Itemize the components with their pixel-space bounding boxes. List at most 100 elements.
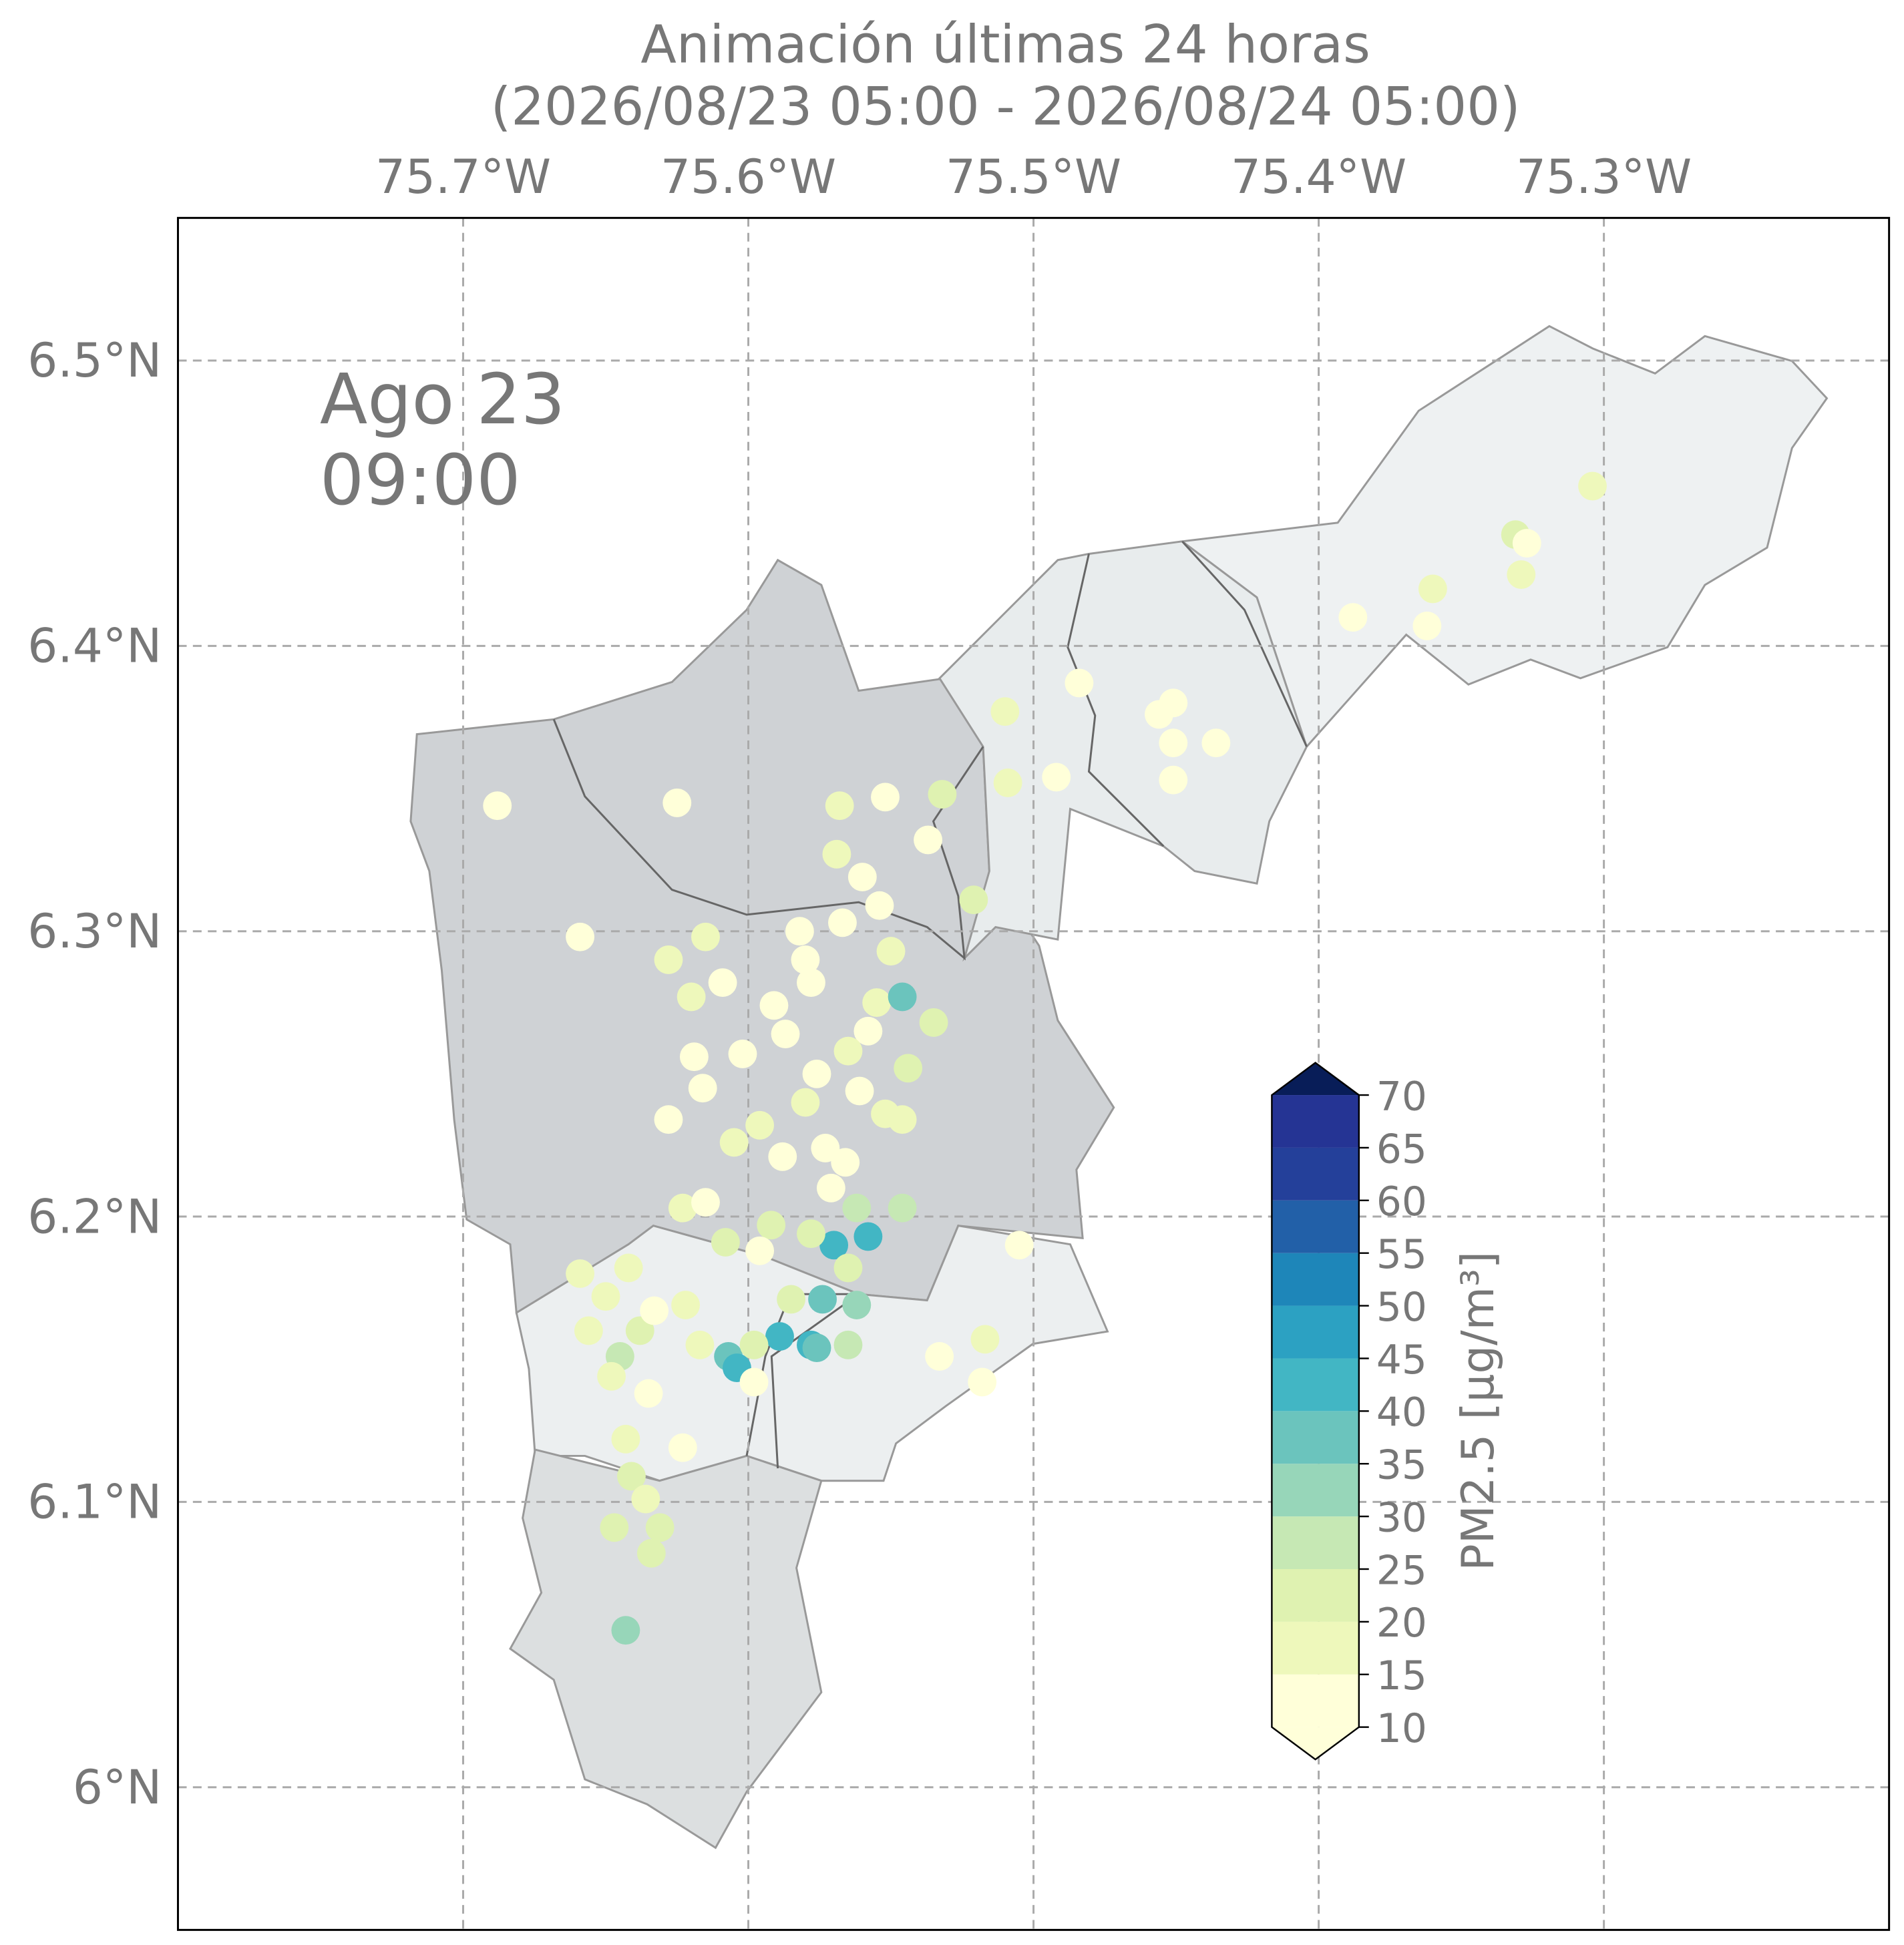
station-point: [739, 1367, 769, 1397]
station-point: [831, 1148, 860, 1177]
station-point: [990, 697, 1020, 726]
station-point: [925, 1342, 954, 1371]
station-point: [771, 1020, 800, 1048]
station-point: [842, 1291, 872, 1319]
station-point: [1512, 529, 1541, 558]
station-point: [791, 945, 820, 974]
station-point: [691, 1188, 720, 1217]
station-point: [1201, 728, 1231, 758]
station-point: [894, 1054, 923, 1083]
station-point: [679, 1042, 709, 1072]
station-point: [845, 1076, 874, 1106]
colorbar-tick-label: 60: [1376, 1179, 1427, 1225]
y-tick-label: 6.1°N: [27, 1474, 162, 1530]
station-point: [566, 922, 595, 951]
station-point: [791, 1088, 820, 1117]
x-tick-label: 75.6°W: [660, 149, 836, 204]
station-point: [685, 1330, 715, 1359]
station-point: [842, 1193, 872, 1223]
station-point: [711, 1228, 740, 1257]
boundary: [1067, 554, 1165, 847]
station-point: [808, 1285, 837, 1314]
x-tick-label: 75.4°W: [1231, 149, 1406, 204]
map-frame: [176, 216, 1891, 1931]
stations: [483, 471, 1607, 1645]
station-point: [677, 982, 706, 1012]
colorbar-segment: [1272, 1674, 1359, 1727]
colorbar-tick-label: 70: [1376, 1074, 1427, 1120]
station-point: [847, 863, 877, 891]
station-point: [757, 1211, 786, 1240]
station-point: [625, 1316, 654, 1345]
station-point: [634, 1379, 663, 1408]
station-point: [968, 1367, 997, 1397]
colorbar-segment: [1272, 1464, 1359, 1517]
time-annotation: 09:00: [320, 439, 521, 521]
station-point: [591, 1282, 620, 1311]
colorbar-segment: [1272, 1095, 1359, 1148]
region: [938, 540, 1308, 962]
region: [509, 1448, 823, 1850]
colorbar-segment: [1272, 1516, 1359, 1569]
station-point: [611, 1616, 640, 1645]
station-point: [566, 1259, 595, 1288]
colorbar-tick-label: 65: [1376, 1126, 1427, 1172]
colorbar-label: PM2.5 [μg/m³]: [1452, 1251, 1504, 1571]
x-tick-label: 75.3°W: [1516, 149, 1692, 204]
station-point: [1418, 574, 1447, 604]
station-point: [662, 788, 692, 817]
colorbar-tick-label: 45: [1376, 1337, 1427, 1383]
boundary: [552, 718, 984, 961]
station-point: [1159, 765, 1188, 795]
station-point: [811, 1134, 840, 1162]
station-point: [853, 1016, 883, 1046]
colorbar-tick-label: 15: [1376, 1653, 1427, 1699]
station-point: [833, 1330, 863, 1359]
station-point: [797, 968, 825, 998]
station-point: [671, 1291, 701, 1319]
y-tick-label: 6.5°N: [27, 333, 162, 388]
station-point: [768, 1142, 797, 1171]
station-point: [759, 991, 789, 1020]
station-point: [833, 1036, 863, 1066]
colorbar-segment: [1272, 1305, 1359, 1359]
title: Animación últimas 24 horas: [640, 14, 1370, 75]
y-tick-label: 6.3°N: [27, 903, 162, 959]
station-point: [631, 1484, 660, 1514]
station-point: [668, 1433, 697, 1462]
colorbar-segment: [1272, 1147, 1359, 1201]
colorbar-tick-label: 35: [1376, 1443, 1427, 1489]
colorbar-segment: [1272, 1568, 1359, 1622]
colorbar-segment: [1272, 1621, 1359, 1675]
station-point: [597, 1361, 626, 1391]
station-point: [888, 1105, 917, 1134]
station-point: [765, 1322, 794, 1351]
colorbar-tick-label: 30: [1376, 1495, 1427, 1541]
station-point: [1145, 700, 1173, 729]
station-point: [1065, 668, 1094, 698]
station-point: [876, 937, 906, 966]
x-tick-label: 75.7°W: [375, 149, 551, 204]
station-point: [483, 791, 512, 821]
y-tick-label: 6°N: [73, 1759, 162, 1815]
subtitle: (2026/08/23 05:00 - 2026/08/24 05:00): [491, 77, 1521, 138]
station-point: [833, 1253, 863, 1283]
station-point: [828, 908, 857, 937]
colorbar-segment: [1272, 1358, 1359, 1412]
station-point: [745, 1236, 775, 1265]
station-point: [970, 1325, 1000, 1354]
station-point: [819, 1231, 849, 1260]
station-point: [1507, 560, 1536, 589]
station-point: [1338, 603, 1368, 632]
colorbar: 10 15 20 25 30 35 40 45 50 55 60 65 70: [1271, 1062, 1427, 1761]
station-point: [719, 1128, 749, 1157]
station-point: [728, 1040, 757, 1068]
boundary: [1181, 540, 1308, 747]
y-tick-label: 6.4°N: [27, 618, 162, 674]
station-point: [640, 1296, 669, 1325]
colorbar-tick-label: 55: [1376, 1232, 1427, 1278]
station-point: [574, 1316, 603, 1345]
station-point: [853, 1222, 883, 1251]
